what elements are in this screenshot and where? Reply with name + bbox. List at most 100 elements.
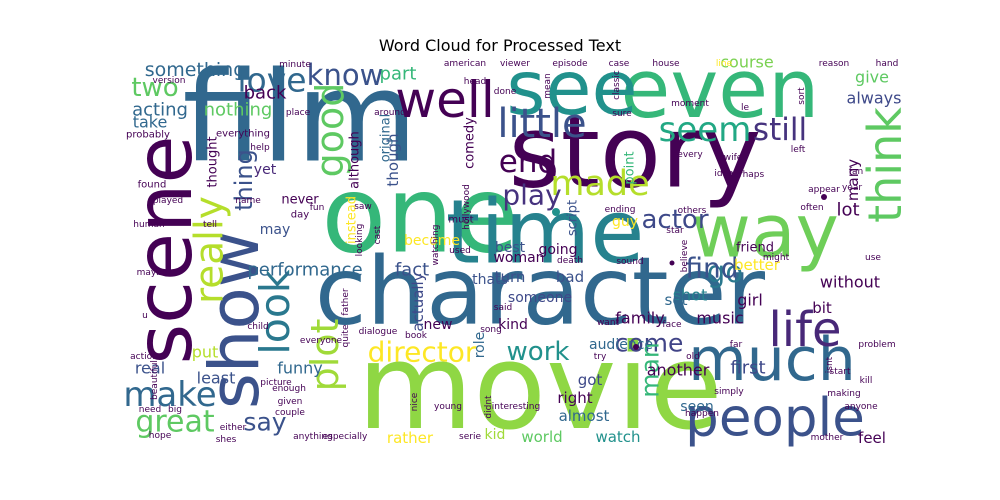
word-day: day bbox=[291, 210, 309, 221]
word-shes: shes bbox=[216, 435, 237, 445]
word-woman: woman bbox=[493, 250, 544, 266]
word-thing: thing bbox=[230, 149, 258, 211]
word-picture: picture bbox=[260, 378, 292, 388]
word-plot: plot bbox=[303, 319, 347, 392]
word-watching: watching bbox=[431, 225, 441, 266]
word-funny: funny bbox=[277, 359, 323, 378]
word-way: way bbox=[691, 190, 839, 275]
word-man: man bbox=[636, 342, 665, 398]
word-cloud-dot bbox=[821, 194, 827, 200]
word-death: death bbox=[557, 256, 583, 266]
word-simply: simply bbox=[714, 387, 744, 397]
word-set: set bbox=[665, 291, 688, 309]
word-another: another bbox=[647, 361, 710, 380]
word-old: old bbox=[686, 352, 700, 362]
word-movie: movie bbox=[357, 319, 722, 457]
word-although: although bbox=[348, 131, 363, 189]
word-year: year bbox=[842, 183, 862, 193]
word-used: used bbox=[449, 246, 471, 256]
word-line: line bbox=[716, 59, 733, 69]
word-seen: seen bbox=[680, 399, 713, 415]
word-least: least bbox=[197, 369, 236, 388]
word-comedy: comedy bbox=[463, 117, 478, 169]
word-left: left bbox=[791, 145, 806, 155]
word-human: human bbox=[133, 220, 164, 230]
word-great: great bbox=[135, 405, 215, 440]
word-give: give bbox=[855, 68, 889, 87]
word-happen: happen bbox=[685, 409, 719, 419]
word-script: script bbox=[566, 200, 581, 236]
word-young: young bbox=[434, 402, 462, 412]
word-big: big bbox=[168, 405, 182, 415]
word-love: love bbox=[237, 61, 306, 100]
word-head: head bbox=[464, 77, 486, 87]
word-help: help bbox=[250, 143, 270, 153]
word-well: well bbox=[395, 71, 494, 129]
word-played: played bbox=[153, 196, 183, 206]
word-appear: appear bbox=[808, 185, 840, 195]
word-turn: turn bbox=[495, 268, 526, 286]
word-kill: kill bbox=[860, 376, 873, 386]
word-mean: mean bbox=[543, 73, 553, 99]
word-couple: couple bbox=[275, 408, 305, 418]
word-every: every bbox=[677, 150, 703, 160]
word-everyone: everyone bbox=[300, 336, 343, 346]
word-become: become bbox=[404, 233, 460, 249]
word-director: director bbox=[368, 336, 477, 369]
word-probably: probably bbox=[126, 130, 170, 141]
word-american: american bbox=[444, 59, 486, 69]
word-far: far bbox=[730, 340, 743, 350]
word-story: story bbox=[509, 94, 762, 211]
word-shot: shot bbox=[673, 286, 708, 305]
word-others: others bbox=[678, 206, 707, 216]
word-found: found bbox=[138, 180, 167, 191]
word-dialogue: dialogue bbox=[359, 327, 398, 337]
word-mother: mother bbox=[811, 433, 844, 443]
word-moment: moment bbox=[671, 99, 709, 109]
word-u: u bbox=[142, 311, 148, 321]
word-cloud-dot bbox=[552, 208, 560, 216]
word-thats: thats bbox=[472, 272, 508, 288]
word-put: put bbox=[192, 343, 219, 362]
word-world: world bbox=[521, 428, 562, 446]
word-end: end bbox=[499, 144, 557, 180]
word-music: music bbox=[696, 309, 743, 328]
word-still: still bbox=[753, 112, 807, 148]
word-back: back bbox=[244, 83, 287, 104]
word-problem: problem bbox=[858, 340, 895, 350]
word-star: star bbox=[666, 226, 684, 236]
word-time: time bbox=[446, 181, 645, 284]
word-watch: watch bbox=[595, 428, 640, 446]
word-perhaps: perhaps bbox=[728, 170, 765, 180]
word-one: one bbox=[321, 154, 518, 277]
word-audience: audience bbox=[589, 337, 653, 353]
word-book: book bbox=[405, 331, 428, 341]
word-though: though bbox=[384, 133, 402, 186]
word-minute: minute bbox=[279, 60, 311, 70]
word-beautiful: beautiful bbox=[150, 360, 160, 400]
word-life: life bbox=[768, 302, 841, 358]
word-rather: rather bbox=[387, 429, 434, 447]
word-show: show bbox=[195, 231, 275, 409]
word-lot: lot bbox=[836, 200, 859, 221]
word-guy: guy bbox=[612, 214, 638, 230]
word-hollywood: hollywood bbox=[462, 184, 472, 230]
word-got: got bbox=[578, 371, 603, 389]
word-kind: kind bbox=[498, 317, 528, 333]
word-fan: fan bbox=[849, 167, 863, 177]
word-everything: everything bbox=[216, 129, 270, 140]
word-case: case bbox=[609, 59, 630, 69]
word-real: real bbox=[135, 359, 165, 378]
word-classic: classic bbox=[612, 70, 622, 100]
word-character: character bbox=[315, 238, 765, 347]
word-cloud-dot bbox=[633, 344, 639, 350]
word-know: know bbox=[307, 58, 384, 92]
word-good: good bbox=[308, 83, 352, 178]
word-performance: performance bbox=[247, 260, 362, 281]
word-might: might bbox=[763, 253, 790, 263]
word-around: around bbox=[374, 108, 406, 118]
word-point: point bbox=[623, 151, 638, 184]
word-scene: scene bbox=[120, 136, 210, 365]
word-people: people bbox=[685, 388, 865, 449]
